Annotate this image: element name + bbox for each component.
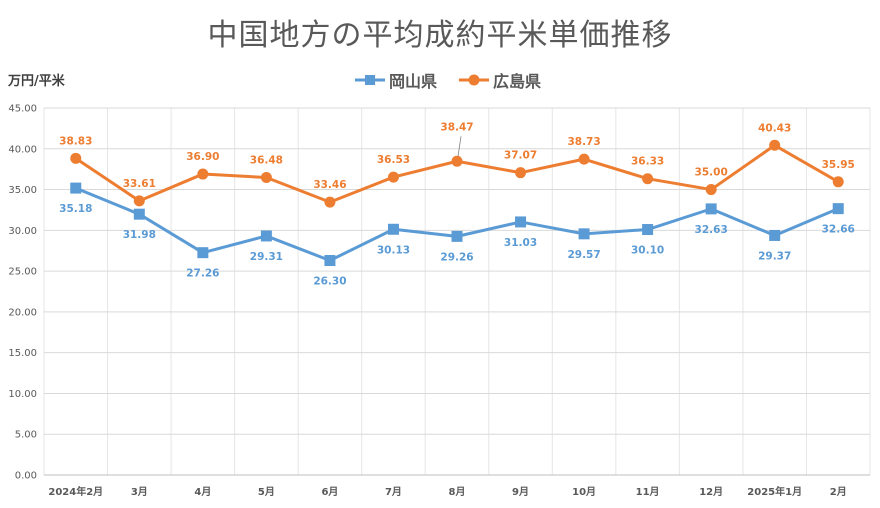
data-point-marker — [70, 182, 82, 194]
data-label: 32.66 — [822, 224, 855, 236]
legend-item-okayama: 岡山県 — [355, 68, 437, 92]
data-point-marker — [451, 155, 463, 167]
data-label: 33.46 — [313, 179, 346, 191]
chart-title: 中国地方の平均成約平米単価推移 — [207, 18, 673, 53]
y-tick-label: 45.00 — [8, 104, 37, 115]
label-leader-line — [457, 136, 462, 157]
legend: 岡山県 広島県 — [355, 68, 541, 92]
data-point-marker — [515, 216, 527, 228]
data-point-marker — [387, 171, 399, 183]
x-tick-label: 8月 — [449, 486, 466, 498]
x-tick-label: 5月 — [258, 486, 275, 498]
data-label: 32.63 — [695, 224, 728, 236]
y-tick-label: 20.00 — [8, 307, 37, 318]
x-tick-label: 10月 — [572, 486, 596, 498]
legend-item-hiroshima: 広島県 — [459, 68, 541, 92]
x-tick-label: 6月 — [321, 486, 338, 498]
y-tick-label: 30.00 — [8, 226, 37, 237]
data-point-marker — [578, 228, 590, 240]
data-label: 29.26 — [440, 251, 473, 263]
x-tick-label: 12月 — [699, 486, 723, 498]
data-label: 37.07 — [504, 150, 537, 162]
data-point-marker — [260, 230, 272, 242]
data-label: 30.10 — [631, 245, 664, 257]
data-label: 29.37 — [758, 250, 791, 262]
y-tick-label: 5.00 — [15, 430, 37, 441]
data-label: 38.73 — [567, 136, 600, 148]
data-point-marker — [515, 167, 527, 179]
y-tick-label: 0.00 — [15, 471, 37, 482]
data-point-marker — [197, 168, 209, 180]
data-label: 35.18 — [59, 203, 92, 215]
y-tick-label: 25.00 — [8, 267, 37, 278]
data-label: 36.90 — [186, 151, 219, 163]
x-tick-label: 3月 — [131, 486, 148, 498]
data-point-marker — [387, 223, 399, 235]
data-point-marker — [260, 171, 272, 183]
data-point-marker — [642, 173, 654, 185]
x-tick-label: 11月 — [636, 486, 660, 498]
data-point-marker — [832, 176, 844, 188]
data-label: 40.43 — [758, 122, 791, 134]
legend-marker-square-icon — [355, 75, 385, 85]
data-point-marker — [578, 153, 590, 165]
data-point-marker — [324, 196, 336, 208]
y-tick-label: 40.00 — [8, 144, 37, 155]
data-label: 38.83 — [59, 135, 92, 147]
data-point-marker — [769, 139, 781, 151]
y-tick-label: 35.00 — [8, 185, 37, 196]
data-point-marker — [642, 224, 654, 236]
data-label: 38.47 — [440, 121, 473, 133]
data-point-marker — [197, 247, 209, 259]
data-label: 27.26 — [186, 268, 219, 280]
data-point-marker — [133, 208, 145, 220]
x-tick-label: 4月 — [194, 486, 211, 498]
data-point-marker — [705, 203, 717, 215]
y-tick-label: 10.00 — [8, 389, 37, 400]
data-point-marker — [769, 229, 781, 241]
y-tick-label: 15.00 — [8, 348, 37, 359]
data-label: 31.03 — [504, 237, 537, 249]
data-label: 31.98 — [123, 229, 156, 241]
data-point-marker — [133, 195, 145, 207]
data-label: 29.57 — [567, 249, 600, 261]
y-axis-unit-label: 万円/平米 — [8, 74, 65, 89]
data-point-marker — [70, 152, 82, 164]
data-label: 30.13 — [377, 244, 410, 256]
x-tick-label: 2025年1月 — [747, 485, 802, 498]
data-point-marker — [451, 230, 463, 242]
data-label: 36.53 — [377, 154, 410, 166]
data-label: 35.95 — [822, 159, 855, 171]
data-label: 36.33 — [631, 156, 664, 168]
data-point-marker — [832, 203, 844, 215]
x-tick-label: 7月 — [385, 486, 402, 498]
x-tick-label: 2月 — [830, 486, 847, 498]
data-label: 26.30 — [313, 276, 346, 288]
data-label: 33.61 — [123, 178, 156, 190]
legend-marker-circle-icon — [459, 74, 490, 86]
data-point-marker — [324, 255, 336, 267]
data-label: 36.48 — [250, 154, 283, 166]
x-tick-label: 9月 — [512, 486, 529, 498]
x-tick-label: 2024年2月 — [48, 485, 103, 498]
data-label: 29.31 — [250, 251, 283, 263]
data-label: 35.00 — [695, 167, 728, 179]
legend-label-okayama: 岡山県 — [389, 72, 438, 91]
data-point-marker — [705, 184, 717, 196]
legend-label-hiroshima: 広島県 — [493, 72, 542, 91]
